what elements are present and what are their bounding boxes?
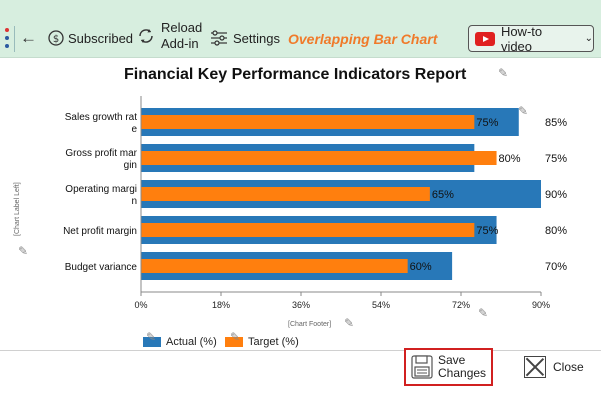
close-label: Close <box>553 360 584 374</box>
close-button[interactable]: Close <box>524 356 584 378</box>
edit-left-label-pencil-icon[interactable]: ✎ <box>18 244 29 258</box>
addin-title: Overlapping Bar Chart <box>288 31 438 47</box>
toolbar: ← $ Subscribed Reload Add-in Settings Ov… <box>0 0 601 58</box>
chart-title[interactable]: Financial Key Performance Indicators Rep… <box>124 66 467 83</box>
legend-actual-swatch <box>143 337 161 347</box>
category-label: Budget variance <box>65 262 138 273</box>
chart-footer-label[interactable]: [Chart Footer] <box>288 321 332 328</box>
refresh-icon <box>139 29 153 43</box>
howto-video-dropdown[interactable]: How-to video ⌄ <box>468 23 594 54</box>
howto-label: How-to video <box>500 23 543 54</box>
subscribed-button[interactable]: $ Subscribed <box>48 30 133 46</box>
category-label: n <box>131 196 137 207</box>
x-tick-label: 90% <box>532 300 550 310</box>
category-label: Sales growth rat <box>65 112 137 123</box>
edit-legend-pencil-icon[interactable]: ✎ <box>146 330 157 344</box>
x-tick-label: 36% <box>292 300 310 310</box>
edit-axis-pencil-icon[interactable]: ✎ <box>478 306 489 320</box>
settings-label: Settings <box>233 30 280 46</box>
legend-target: Target (%) <box>225 336 299 348</box>
target-data-label: 75% <box>476 225 498 237</box>
bar-target <box>141 259 408 273</box>
chevron-down-icon: ⌄ <box>584 33 593 44</box>
legend-actual-label: Actual (%) <box>166 336 217 348</box>
back-arrow-icon[interactable]: ← <box>20 28 37 47</box>
bar-target <box>141 115 475 129</box>
target-data-label: 65% <box>432 189 454 201</box>
bar-target <box>141 223 475 237</box>
edit-chart-pencil-icon[interactable]: ✎ <box>518 104 529 118</box>
x-tick-label: 18% <box>212 300 230 310</box>
x-tick-label: 0% <box>134 300 147 310</box>
subscribed-label: Subscribed <box>68 30 134 46</box>
actual-data-label: 80% <box>545 225 567 237</box>
legend-target-swatch <box>225 337 243 347</box>
toolbar-divider <box>14 26 15 52</box>
youtube-icon <box>475 31 495 46</box>
x-tick-label: 54% <box>372 300 390 310</box>
actual-data-label: 85% <box>545 117 567 129</box>
category-label: Gross profit mar <box>65 148 137 159</box>
target-data-label: 80% <box>499 153 521 165</box>
save-changes-button[interactable]: Save Changes <box>404 348 493 386</box>
actual-data-label: 75% <box>545 153 567 165</box>
legend-actual: Actual (%) <box>143 336 217 348</box>
dollar-circle-icon: $ <box>48 30 64 46</box>
reload-label: Reload Add-in <box>161 20 203 51</box>
floppy-disk-icon <box>411 355 433 379</box>
edit-footer-pencil-icon[interactable]: ✎ <box>344 316 355 330</box>
category-label: Net profit margin <box>63 226 137 237</box>
menu-dots-icon[interactable] <box>5 28 9 50</box>
bar-target <box>141 151 497 165</box>
actual-data-label: 90% <box>545 189 567 201</box>
reload-addin-button[interactable]: Reload Add-in <box>136 20 202 52</box>
edit-legend-target-pencil-icon[interactable]: ✎ <box>230 330 241 344</box>
category-label: e <box>131 124 137 135</box>
svg-text:$: $ <box>53 34 59 45</box>
bar-target <box>141 187 430 201</box>
settings-button[interactable]: Settings <box>210 30 280 46</box>
category-label: Operating margi <box>65 184 137 195</box>
actual-data-label: 70% <box>545 261 567 273</box>
close-icon <box>524 356 546 378</box>
save-changes-label: Save Changes <box>438 353 487 380</box>
footer-divider <box>0 350 601 351</box>
x-tick-label: 72% <box>452 300 470 310</box>
legend-target-label: Target (%) <box>248 336 299 348</box>
category-label: gin <box>124 160 137 171</box>
edit-title-pencil-icon[interactable]: ✎ <box>498 66 509 80</box>
target-data-label: 75% <box>476 117 498 129</box>
sliders-icon <box>211 30 227 46</box>
target-data-label: 60% <box>410 261 432 273</box>
